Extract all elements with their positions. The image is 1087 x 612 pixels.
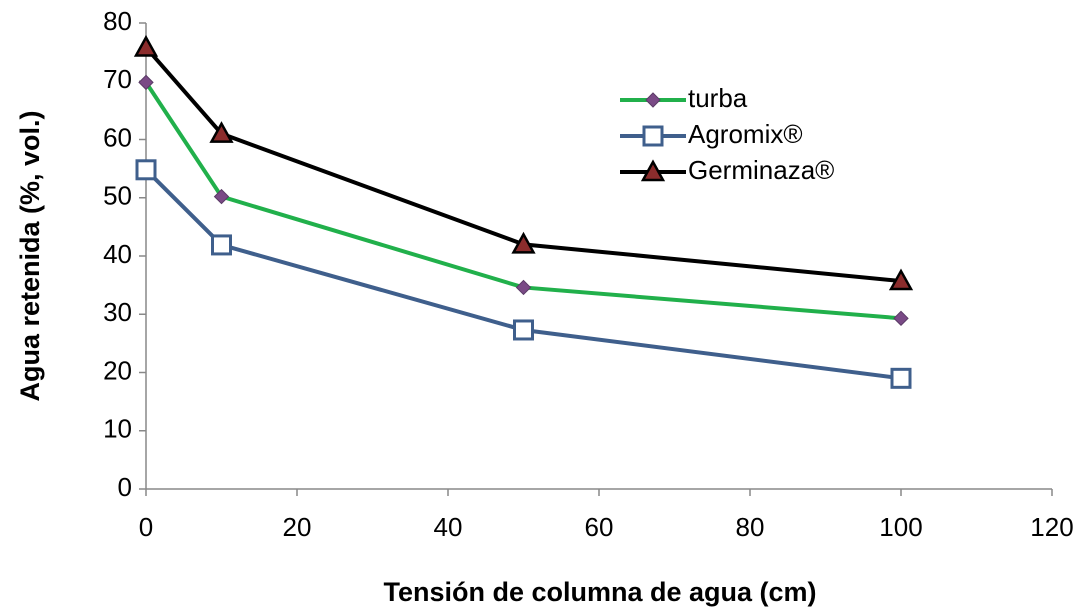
series-line <box>144 168 902 381</box>
y-axis-title: Agua retenida (%, vol.) <box>15 110 45 401</box>
y-tick-label: 40 <box>103 239 132 269</box>
marker <box>513 319 534 341</box>
x-axis-title: Tensión de columna de agua (cm) <box>383 577 816 607</box>
x-tick-label: 80 <box>736 512 765 542</box>
marker <box>888 268 914 291</box>
marker <box>135 159 157 181</box>
marker <box>890 367 912 389</box>
marker <box>209 121 234 143</box>
x-tick-label: 40 <box>434 512 463 542</box>
marker <box>640 159 666 182</box>
marker <box>645 92 661 108</box>
legend-label: turba <box>688 83 748 113</box>
y-tick-label: 70 <box>103 64 132 94</box>
series-line <box>144 81 902 321</box>
series-line <box>144 46 902 284</box>
y-tick-label: 0 <box>118 472 132 502</box>
y-tick-label: 60 <box>103 122 132 152</box>
x-tick-label: 120 <box>1030 512 1073 542</box>
marker <box>642 125 664 147</box>
marker <box>515 279 532 296</box>
y-tick-label: 30 <box>103 297 132 327</box>
y-tick-label: 50 <box>103 181 132 211</box>
x-tick-label: 20 <box>283 512 312 542</box>
marker <box>213 188 230 205</box>
x-tick-label: 100 <box>879 512 922 542</box>
marker <box>138 74 154 91</box>
x-tick-label: 60 <box>585 512 614 542</box>
legend-label: Agromix® <box>688 119 803 149</box>
y-tick-label: 10 <box>103 414 132 444</box>
x-tick-label: 0 <box>139 512 153 542</box>
y-tick-label: 20 <box>103 355 132 385</box>
marker <box>893 310 909 327</box>
y-tick-label: 80 <box>103 6 132 36</box>
marker <box>511 231 536 254</box>
marker <box>133 34 159 57</box>
legend-label: Germinaza® <box>688 155 834 185</box>
marker <box>211 234 232 256</box>
